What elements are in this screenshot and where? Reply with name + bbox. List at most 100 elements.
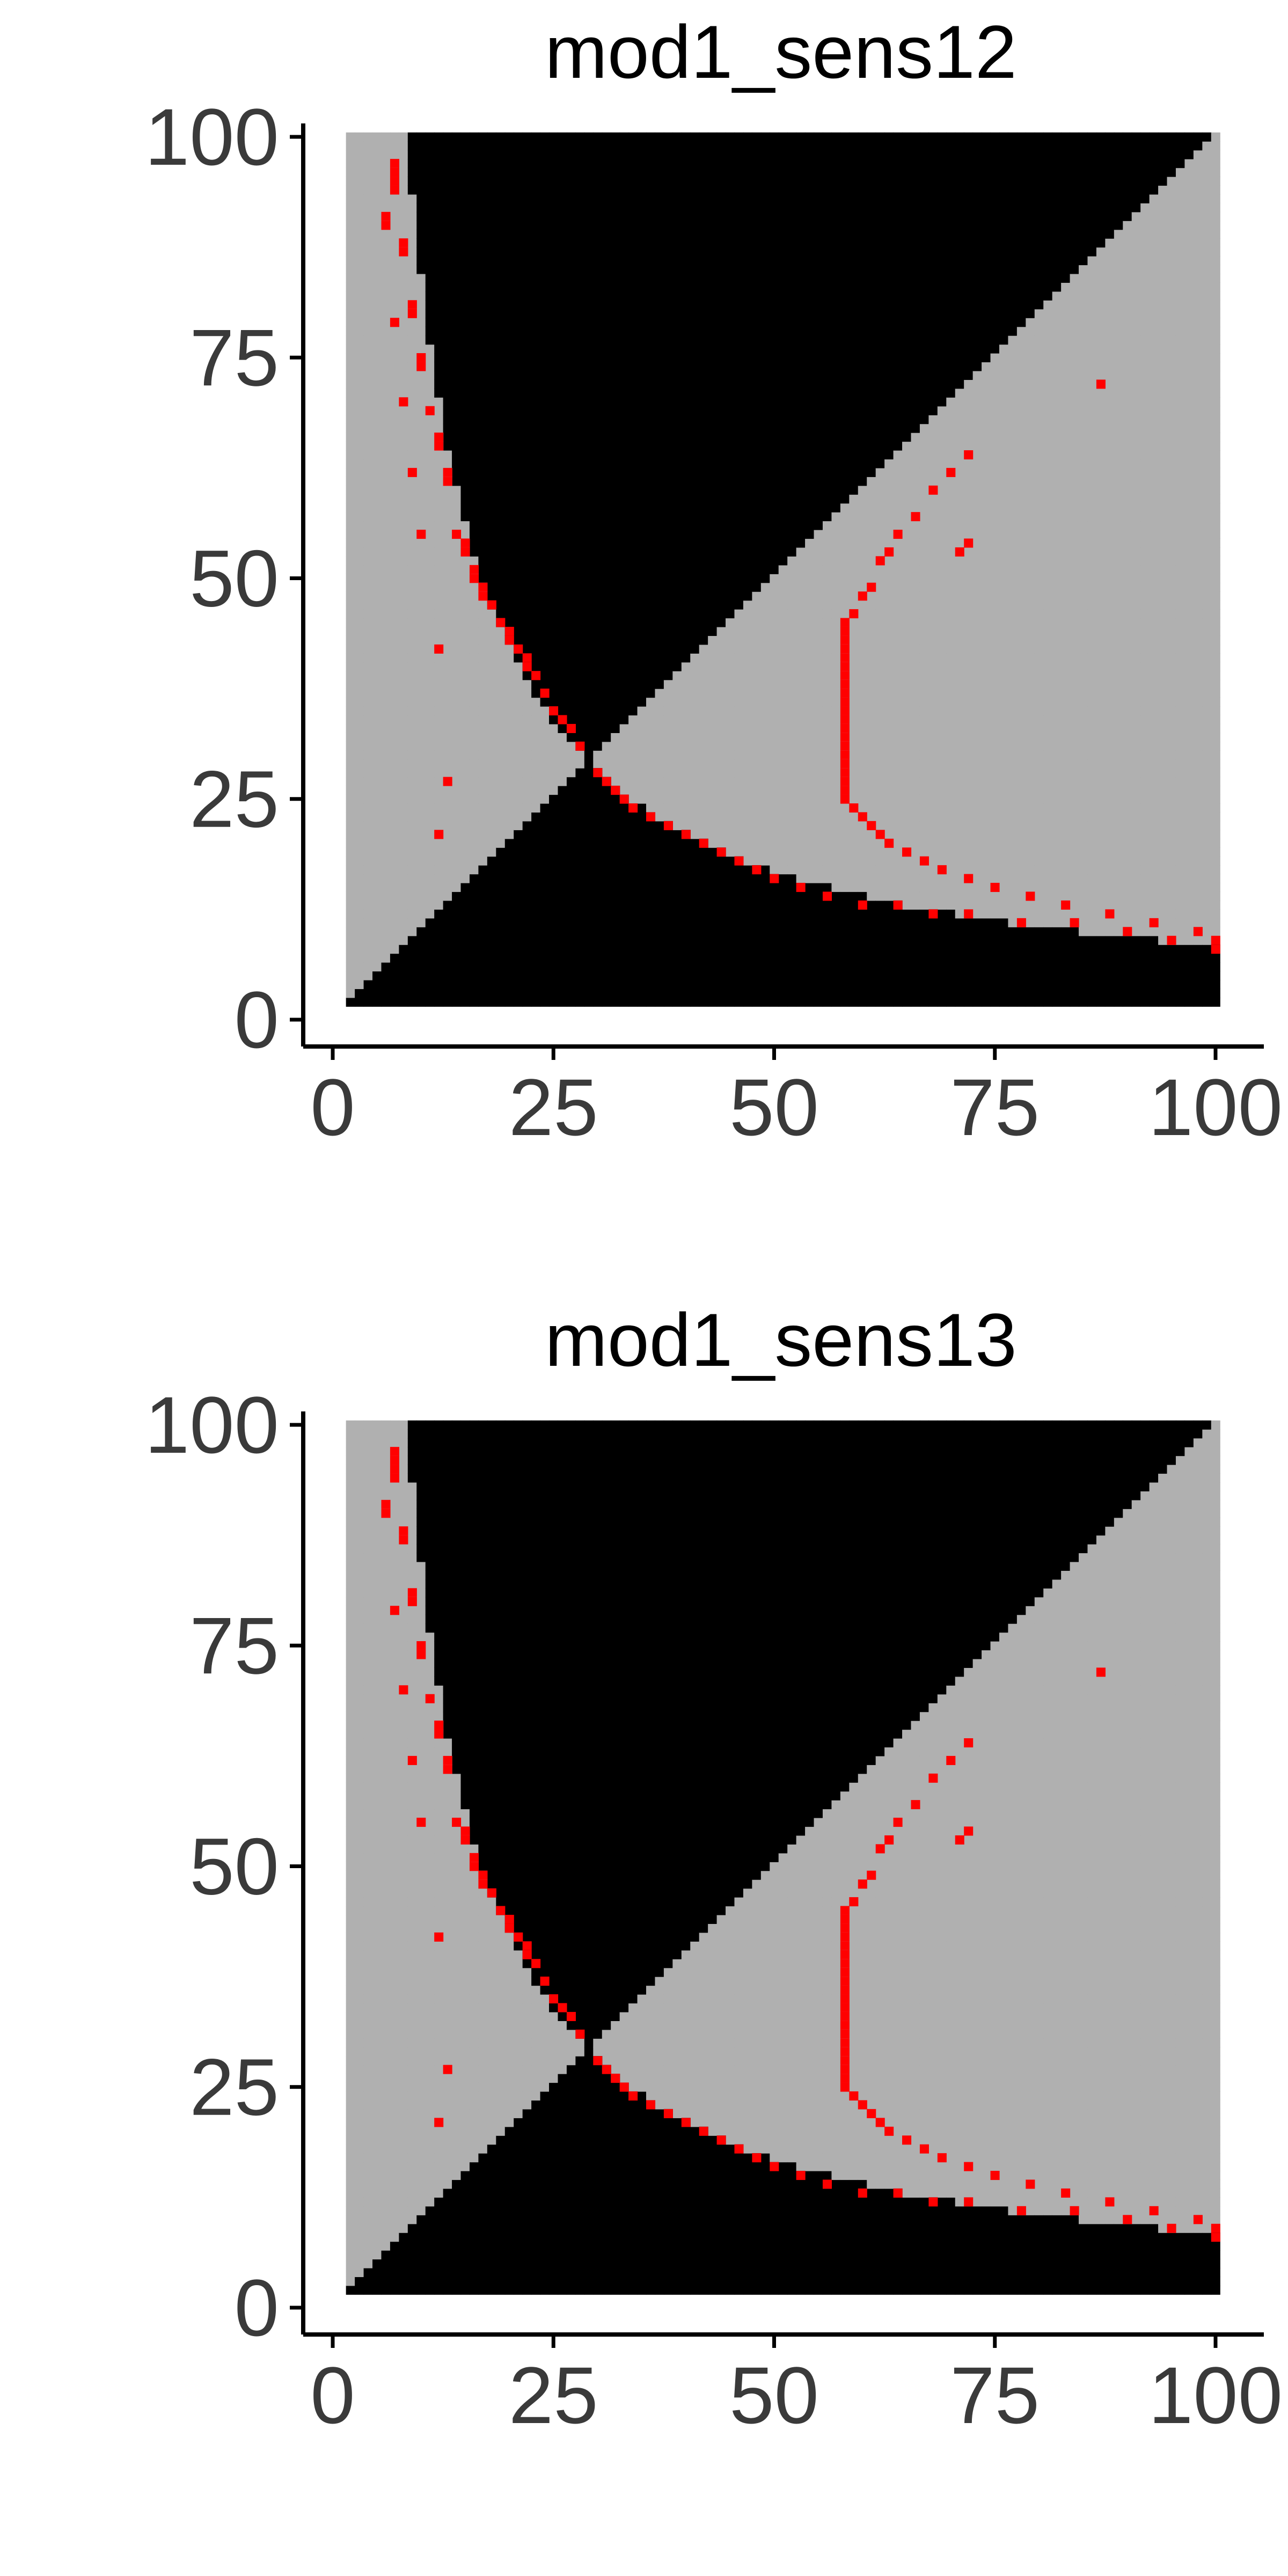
- heatmap-cell: [558, 194, 567, 203]
- heatmap-cell: [460, 741, 470, 751]
- heatmap-cell: [619, 979, 629, 990]
- heatmap-cell: [452, 238, 462, 248]
- heatmap-cell: [760, 326, 770, 336]
- heatmap-cell: [522, 150, 532, 159]
- heatmap-cell: [381, 883, 391, 892]
- heatmap-cell: [593, 626, 603, 636]
- heatmap-cell: [514, 591, 523, 601]
- heatmap-cell: [593, 989, 603, 998]
- heatmap-cell: [770, 741, 779, 751]
- heatmap-cell: [716, 238, 726, 248]
- heatmap-cell: [522, 556, 532, 566]
- heatmap-cell: [708, 379, 718, 389]
- heatmap-cell: [381, 794, 391, 804]
- heatmap-cell: [407, 803, 417, 813]
- heatmap-cell: [602, 971, 611, 980]
- heatmap-cell: [743, 671, 752, 680]
- heatmap-cell: [752, 433, 762, 442]
- heatmap-cell: [672, 229, 682, 239]
- heatmap-cell: [778, 812, 788, 822]
- heatmap-cell: [726, 635, 735, 645]
- heatmap-cell: [469, 653, 479, 663]
- heatmap-cell: [416, 918, 426, 927]
- heatmap-cell: [425, 671, 435, 680]
- heatmap-cell: [558, 379, 567, 389]
- heatmap-cell: [628, 397, 638, 407]
- heatmap-cell: [770, 556, 779, 566]
- heatmap-cell: [584, 927, 594, 936]
- heatmap-cell: [425, 547, 435, 557]
- heatmap-cell: [504, 326, 514, 336]
- heatmap-cell: [734, 494, 744, 504]
- heatmap-cell: [663, 989, 673, 998]
- heatmap-cell: [787, 353, 797, 363]
- heatmap-cell: [390, 794, 399, 804]
- heatmap-cell: [558, 538, 567, 548]
- heatmap-cell: [611, 397, 620, 407]
- heatmap-cell: [504, 909, 514, 919]
- heatmap-cell: [452, 397, 462, 407]
- heatmap-cell: [637, 335, 647, 345]
- heatmap-cell: [716, 194, 726, 203]
- heatmap-cell: [478, 803, 488, 813]
- heatmap-cell: [355, 874, 364, 883]
- heatmap-cell: [611, 723, 620, 733]
- heatmap-cell: [637, 247, 647, 257]
- heatmap-cell: [619, 370, 629, 380]
- heatmap-cell: [434, 265, 444, 274]
- heatmap-cell: [549, 953, 559, 963]
- heatmap-cell: [663, 530, 673, 539]
- heatmap-cell: [734, 309, 744, 318]
- heatmap-cell: [504, 733, 514, 742]
- heatmap-cell: [355, 618, 364, 627]
- heatmap-cell: [514, 635, 523, 645]
- heatmap-cell: [646, 847, 656, 857]
- heatmap-cell: [619, 909, 629, 919]
- heatmap-cell: [531, 538, 541, 548]
- heatmap-cell: [469, 723, 479, 733]
- heatmap-cell: [443, 821, 452, 830]
- heatmap-cell: [425, 821, 435, 830]
- heatmap-cell: [770, 459, 779, 469]
- heatmap-cell: [399, 609, 408, 619]
- heatmap-cell: [487, 891, 496, 901]
- heatmap-cell: [681, 203, 691, 213]
- heatmap-cell: [663, 679, 673, 689]
- heatmap-cell: [469, 556, 479, 566]
- heatmap-cell: [425, 353, 435, 363]
- heatmap-cell: [584, 141, 594, 151]
- heatmap-cell: [770, 167, 779, 177]
- heatmap-cell: [478, 715, 488, 724]
- heatmap-cell: [787, 803, 797, 813]
- heatmap-cell: [663, 565, 673, 574]
- heatmap-cell: [770, 547, 779, 557]
- heatmap-cell: [416, 344, 426, 354]
- heatmap-cell: [708, 335, 718, 345]
- heatmap-cell: [566, 635, 576, 645]
- heatmap-cell: [770, 935, 779, 945]
- heatmap-cell: [619, 300, 629, 310]
- heatmap-cell: [672, 433, 682, 442]
- heatmap-cell: [531, 918, 541, 927]
- heatmap-cell: [752, 856, 762, 866]
- heatmap-cell: [787, 415, 797, 425]
- heatmap-cell: [584, 794, 594, 804]
- heatmap-cell: [726, 167, 735, 177]
- heatmap-cell: [460, 503, 470, 513]
- heatmap-cell: [434, 459, 444, 469]
- heatmap-cell: [637, 388, 647, 398]
- heatmap-cell: [628, 653, 638, 663]
- heatmap-cell: [787, 689, 797, 698]
- heatmap-cell: [646, 388, 656, 398]
- heatmap-cell: [540, 733, 550, 742]
- heatmap-cell: [531, 379, 541, 389]
- heatmap-cell: [726, 300, 735, 310]
- heatmap-cell: [460, 909, 470, 919]
- heatmap-cell: [443, 512, 452, 522]
- heatmap-cell: [716, 530, 726, 539]
- heatmap-cell: [478, 671, 488, 680]
- heatmap-cell: [672, 697, 682, 707]
- heatmap-cell: [469, 979, 479, 990]
- heatmap-cell: [672, 733, 682, 742]
- heatmap-cell: [584, 865, 594, 875]
